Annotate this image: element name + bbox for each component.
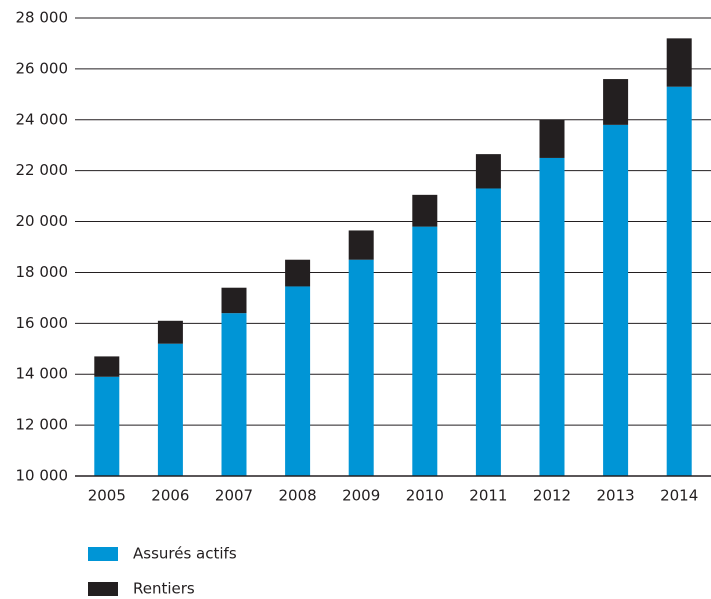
bar-segment	[539, 157, 565, 476]
bar-segment	[157, 320, 183, 344]
x-tick-label: 2014	[660, 487, 698, 505]
y-tick-label: 16 000	[16, 314, 69, 332]
x-tick-label: 2010	[406, 487, 444, 505]
x-tick-label: 2005	[88, 487, 126, 505]
legend-swatch	[88, 582, 118, 596]
bar-segment	[94, 356, 120, 377]
x-tick-label: 2008	[279, 487, 317, 505]
bar-segment	[221, 313, 247, 476]
bar-segment	[603, 79, 629, 125]
y-tick-label: 12 000	[16, 416, 69, 434]
bar-segment	[285, 286, 311, 476]
bar-segment	[412, 226, 438, 476]
bar-segment	[157, 343, 183, 476]
bar-segment	[348, 230, 374, 260]
legend-label: Assurés actifs	[133, 545, 237, 563]
x-tick-label: 2009	[342, 487, 380, 505]
y-tick-label: 20 000	[16, 212, 69, 230]
y-tick-label: 14 000	[16, 365, 69, 383]
x-tick-label: 2012	[533, 487, 571, 505]
bar-segment	[412, 194, 438, 227]
bar-segment	[475, 154, 501, 189]
bar-segment	[475, 188, 501, 476]
bar-segment	[348, 259, 374, 476]
bar-segment	[603, 124, 629, 476]
x-tick-label: 2006	[151, 487, 189, 505]
legend-swatch	[88, 547, 118, 561]
y-tick-label: 26 000	[16, 59, 69, 77]
x-tick-label: 2013	[597, 487, 635, 505]
bar-segment	[666, 38, 692, 87]
x-tick-label: 2007	[215, 487, 253, 505]
legend-label: Rentiers	[133, 580, 195, 598]
x-tick-label: 2011	[469, 487, 507, 505]
y-tick-label: 28 000	[16, 9, 69, 27]
bar-segment	[539, 119, 565, 158]
y-tick-label: 24 000	[16, 110, 69, 128]
bar-segment	[94, 376, 120, 476]
y-tick-label: 18 000	[16, 263, 69, 281]
bar-segment	[285, 259, 311, 287]
y-tick-label: 10 000	[16, 467, 69, 485]
bar-segment	[666, 86, 692, 476]
bar-segment	[221, 287, 247, 314]
y-tick-label: 22 000	[16, 161, 69, 179]
